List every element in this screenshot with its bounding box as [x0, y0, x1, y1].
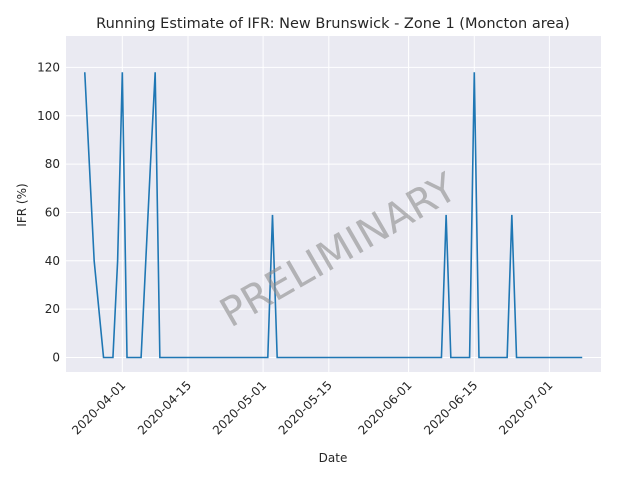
x-axis-label: Date: [319, 451, 348, 465]
y-tick-label: 40: [45, 254, 60, 268]
x-tick-label: 2020-06-15: [421, 378, 480, 437]
x-tick-label: 2020-05-01: [210, 378, 269, 437]
x-tick-label: 2020-04-15: [135, 378, 194, 437]
y-tick-label: 100: [37, 109, 60, 123]
y-tick-label: 80: [45, 157, 60, 171]
x-tick-label: 2020-04-01: [69, 378, 128, 437]
y-tick-label: 20: [45, 302, 60, 316]
series-line: [83, 72, 583, 359]
x-tick-label: 2020-07-01: [496, 378, 555, 437]
y-tick-label: 60: [45, 205, 60, 219]
y-axis-label: IFR (%): [15, 183, 29, 226]
series-layer: [83, 72, 583, 359]
chart-title: Running Estimate of IFR: New Brunswick -…: [96, 16, 570, 32]
x-tick-label: 2020-06-01: [355, 378, 414, 437]
x-tick-label: 2020-05-15: [276, 378, 335, 437]
y-tick-label: 120: [37, 60, 60, 74]
x-tick-labels: 2020-04-01 2020-04-15 2020-05-01 2020-05-15…: [69, 378, 555, 437]
y-tick-label: 0: [52, 350, 60, 364]
plot-background: [66, 36, 601, 372]
y-tick-labels: 0 20 40 60 80 100 120: [37, 60, 60, 364]
